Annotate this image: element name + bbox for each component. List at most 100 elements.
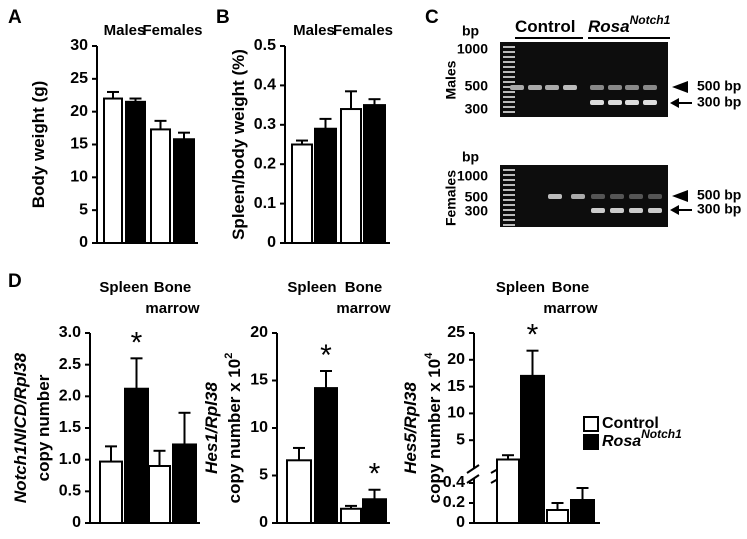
y-axis-label: copy number x 102: [223, 353, 245, 504]
category-label: Males: [293, 22, 335, 39]
y-tick-label: 0.2: [443, 494, 465, 511]
ladder-band: [503, 189, 515, 191]
gel-band: [563, 85, 577, 90]
panel-label: A: [8, 7, 22, 28]
panel-label: C: [425, 7, 439, 28]
ladder-band: [503, 219, 515, 221]
y-tick-label: 0.2: [254, 155, 276, 172]
y-tick-label: 5: [79, 201, 88, 218]
band-label: 300 bp: [697, 94, 741, 110]
ladder-band: [503, 91, 515, 93]
category-label: Females: [332, 22, 394, 39]
bar: [286, 459, 312, 524]
y-tick-label: 1.0: [59, 451, 81, 468]
ladder-label: 300: [465, 101, 489, 117]
y-axis-label: Notch1NICD/Rpl38: [11, 352, 30, 503]
legend-name: Rosa: [602, 433, 641, 450]
bar: [172, 443, 197, 525]
y-axis-label: Hes1/Rpl38: [202, 382, 221, 474]
ladder-band: [503, 81, 515, 83]
category-label-text: Spleen: [287, 279, 337, 296]
band-label: 500 bp: [697, 78, 741, 94]
bar: [340, 507, 362, 524]
ladder-band: [503, 71, 515, 73]
y-axis-label-text: copy number x 10: [425, 359, 444, 504]
gel-band: [648, 194, 662, 199]
y-axis-label-text: Spleen/body weight (%): [229, 49, 248, 240]
bar: [291, 143, 313, 244]
y-tick-label: 2.0: [59, 388, 81, 405]
category-label: Spleen: [287, 279, 337, 296]
bar: [103, 97, 123, 244]
gel-band: [545, 85, 559, 90]
y-tick-label: 2.5: [59, 356, 81, 373]
gel-band: [629, 208, 643, 213]
significance-star: *: [369, 458, 381, 491]
y-tick-label: 25: [70, 70, 88, 87]
ladder-band: [503, 66, 515, 68]
y-tick-label: 5: [456, 431, 465, 448]
ladder-band: [503, 224, 515, 226]
y-tick-label: 10: [250, 419, 268, 436]
ladder-label: 1000: [457, 168, 488, 184]
y-axis-label: Spleen/body weight (%): [229, 49, 248, 240]
gel-group-label: RosaNotch1: [588, 13, 671, 36]
error-bar: [178, 411, 191, 445]
bar: [173, 138, 195, 245]
significance-star: *: [320, 339, 332, 372]
category-label-text: Bone marrow: [336, 279, 391, 317]
ladder-band: [503, 46, 515, 48]
gel-band: [590, 85, 604, 90]
y-tick-label: 20: [70, 103, 88, 120]
ladder-label: 1000: [457, 41, 488, 57]
bar: [362, 498, 387, 524]
axis-break: [466, 464, 480, 474]
category-label-text: Females: [142, 22, 203, 39]
category-label-text: Females: [332, 22, 394, 39]
y-tick-label: 25: [447, 324, 465, 341]
ladder-band: [503, 96, 515, 98]
ladder-band: [503, 214, 515, 216]
error-bar: [293, 446, 305, 461]
category-label: Females: [142, 22, 203, 39]
y-axis-label-text: Body weight (g): [29, 81, 48, 208]
y-axis-label: copy number x 104: [423, 352, 445, 504]
gel-band: [643, 85, 657, 90]
ladder-band: [503, 199, 515, 201]
error-bar: [368, 98, 381, 106]
category-label: Bone marrow: [336, 279, 391, 317]
ladder-band: [503, 56, 515, 58]
error-bar: [551, 502, 564, 510]
error-bar: [130, 357, 143, 389]
bar: [314, 387, 338, 524]
gel-band: [629, 194, 643, 199]
category-label: Bone marrow: [543, 279, 597, 317]
ladder-band: [503, 209, 515, 211]
error-bar: [296, 139, 308, 145]
gel-unit: bp: [462, 149, 479, 165]
y-axis-label: copy number: [34, 374, 53, 481]
band-label: 500 bp: [697, 187, 741, 203]
bar: [340, 108, 362, 245]
y-axis-label-text: copy number x 10: [225, 359, 244, 504]
error-bar: [153, 449, 166, 466]
category-label-text: Males: [103, 22, 146, 39]
legend-label: RosaNotch1: [602, 427, 682, 450]
y-tick-label: 0.1: [254, 195, 276, 212]
bar: [546, 509, 569, 524]
ladder-band: [503, 101, 515, 103]
bar: [363, 104, 386, 244]
ladder-band: [503, 106, 515, 108]
ladder-label: 300: [465, 203, 489, 219]
band-label: 300 bp: [697, 201, 741, 217]
legend-name: Control: [602, 415, 659, 432]
band-marker: [672, 190, 688, 202]
error-bar: [178, 131, 190, 140]
gel-band: [528, 85, 542, 90]
category-label-text: Males: [293, 22, 335, 39]
band-marker: [672, 81, 688, 93]
gel-band: [590, 100, 604, 105]
y-tick-label: 15: [250, 372, 268, 389]
error-bar: [345, 504, 357, 509]
